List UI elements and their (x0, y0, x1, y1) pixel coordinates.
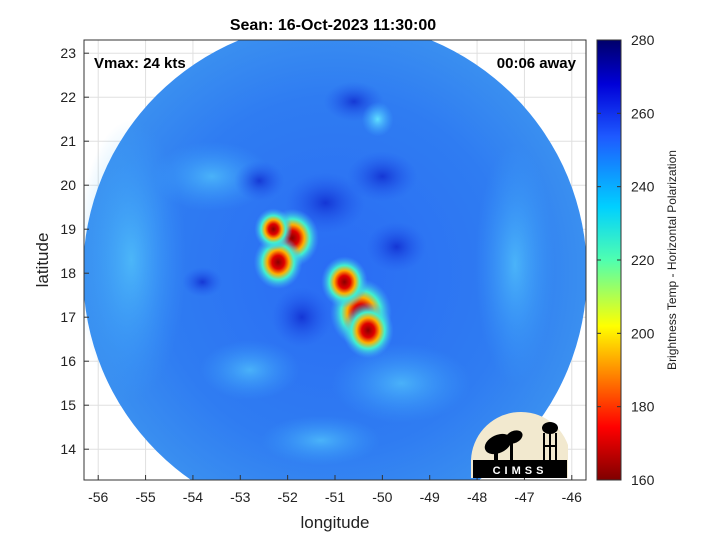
colorbar-ticks: 160 180 200 220 240 260 280 (597, 32, 655, 488)
x-axis: -56 -55 -54 -53 -52 -51 -50 -49 -48 -47 -46 (88, 475, 582, 505)
light-band (474, 144, 555, 385)
light-band (199, 340, 300, 400)
y-tick-label: 19 (60, 221, 76, 237)
microwave-swath (84, 40, 586, 480)
x-axis-label: longitude (300, 513, 369, 532)
x-tick-label: -51 (325, 489, 345, 505)
x-tick-label: -52 (278, 489, 298, 505)
colorbar-tick-label: 240 (631, 179, 655, 195)
y-tick-label: 14 (60, 441, 76, 457)
colorbar-tick-label: 160 (631, 472, 655, 488)
y-tick-label: 21 (60, 133, 76, 149)
x-tick-label: -50 (372, 489, 392, 505)
cold-cell (254, 208, 293, 251)
chart-title: Sean: 16-Oct-2023 11:30:00 (230, 17, 436, 34)
y-axis-label: latitude (33, 233, 52, 288)
colorbar-tick-label: 280 (631, 32, 655, 48)
x-tick-label: -55 (135, 489, 155, 505)
logo-text: CIMSS (493, 465, 548, 477)
cold-cell (361, 101, 394, 137)
y-tick-label: 16 (60, 353, 76, 369)
colorbar-tick-label: 220 (631, 252, 655, 268)
x-tick-label: -53 (230, 489, 250, 505)
rain-patch (234, 160, 285, 201)
light-band (260, 415, 381, 466)
y-tick-label: 17 (60, 309, 76, 325)
cold-cell (253, 235, 303, 290)
rain-patch (182, 267, 223, 297)
time-away-annotation: 00:06 away (497, 55, 577, 72)
colorbar-label: Brightness Temp - Horizontal Polarizatio… (665, 150, 679, 370)
cold-cell (342, 302, 394, 359)
y-tick-label: 18 (60, 265, 76, 281)
x-tick-label: -46 (562, 489, 582, 505)
colorbar-tick-label: 260 (631, 105, 655, 121)
y-tick-label: 23 (60, 45, 76, 61)
vmax-annotation: Vmax: 24 kts (94, 55, 186, 72)
x-tick-label: -48 (467, 489, 487, 505)
y-tick-label: 20 (60, 177, 76, 193)
x-tick-label: -54 (183, 489, 203, 505)
x-tick-label: -56 (88, 489, 108, 505)
light-band (331, 343, 472, 424)
x-tick-label: -47 (514, 489, 534, 505)
y-axis: 14 15 16 17 18 19 20 21 22 23 (60, 45, 89, 457)
cold-cell (321, 256, 368, 308)
rain-patch (347, 151, 418, 202)
x-tick-label: -49 (420, 489, 440, 505)
cimss-logo: CIMSS (471, 411, 568, 478)
colorbar-tick-label: 200 (631, 325, 655, 341)
logo-dish-icon (484, 430, 523, 462)
y-tick-label: 22 (60, 89, 76, 105)
rain-patch (366, 221, 427, 272)
logo-water-tower-icon (542, 422, 558, 462)
logo-banner (473, 460, 567, 478)
rain-patch (271, 287, 332, 348)
y-tick-label: 15 (60, 397, 76, 413)
colorbar-tick-label: 180 (631, 399, 655, 415)
